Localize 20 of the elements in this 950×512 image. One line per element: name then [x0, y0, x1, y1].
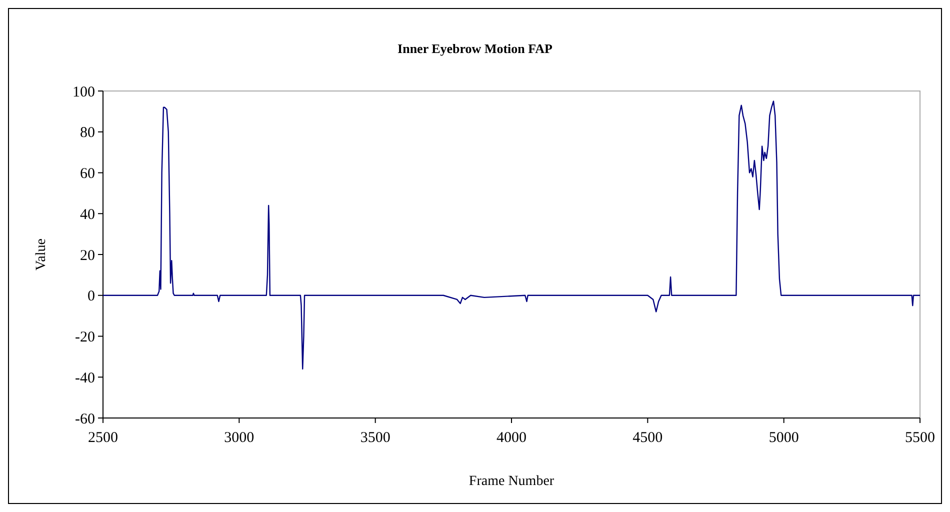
y-tick-label: -40: [75, 370, 95, 386]
y-tick-label: 60: [80, 166, 95, 182]
x-tick-label: 2500: [88, 430, 118, 446]
x-tick-label: 5500: [905, 430, 935, 446]
y-tick-label: 80: [80, 125, 95, 142]
y-tick-label: 20: [80, 248, 95, 264]
y-tick-label: -20: [75, 330, 95, 346]
y-tick-label: 100: [72, 84, 95, 100]
line-series: [102, 100, 921, 370]
x-axis-title: Frame Number: [468, 474, 554, 489]
x-tick-label: 4000: [496, 430, 526, 446]
x-tick-label: 4500: [632, 430, 663, 446]
y-tick-label: 40: [80, 206, 95, 223]
chart-title: Inner Eyebrow Motion FAP: [398, 41, 553, 56]
y-tick-label: -60: [75, 411, 95, 428]
x-tick-label: 3500: [360, 430, 390, 446]
x-tick-label: 5000: [768, 430, 799, 446]
y-axis-title: Value: [34, 238, 49, 270]
x-tick-label: 3000: [224, 430, 254, 446]
y-tick-label: 0: [88, 288, 95, 305]
